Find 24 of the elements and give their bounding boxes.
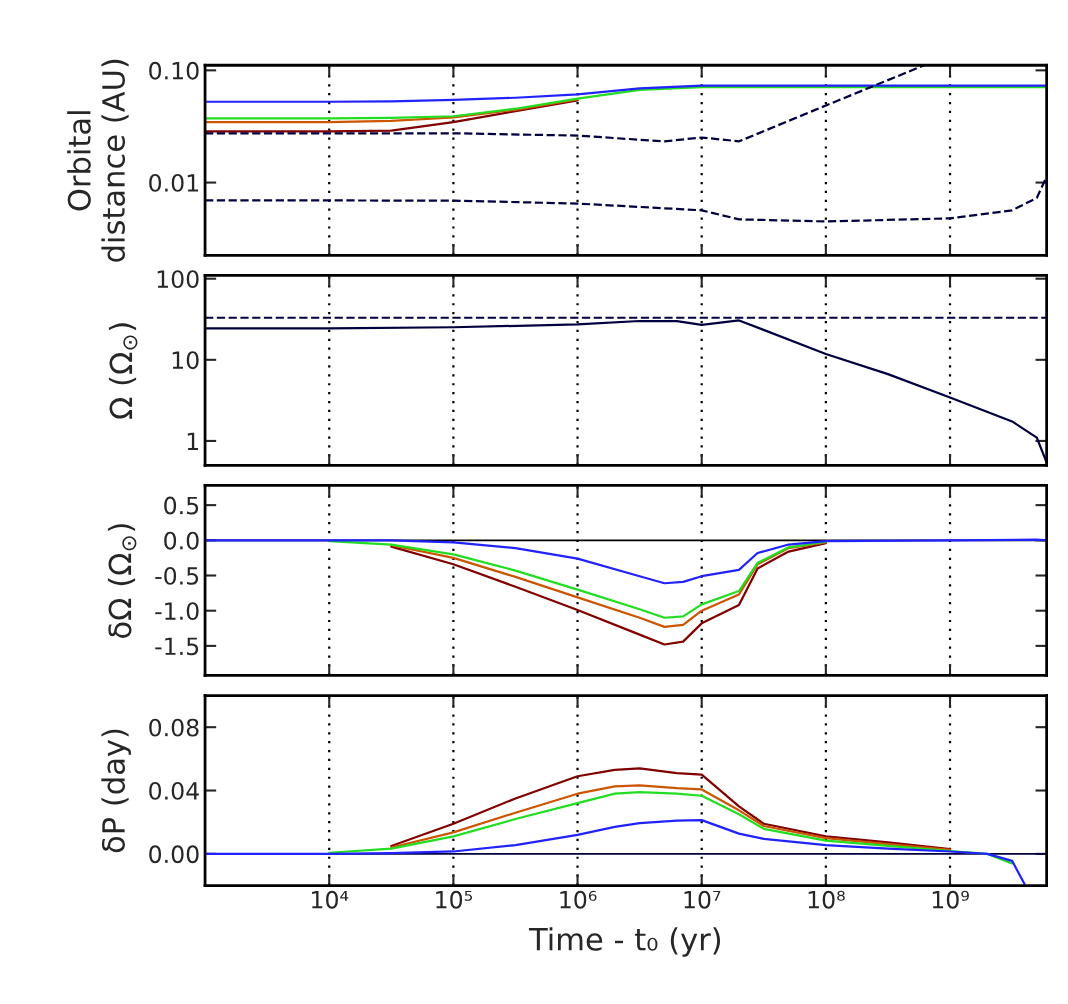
y-tick-label: 0.10 [149,61,199,80]
y-tick-label: 0.5 [164,496,199,515]
y-tick-label: 100 [157,270,199,289]
x-tick-label: 10⁵ [436,890,472,909]
y-tick-label: 0.04 [149,781,199,800]
y-tick-label: -0.5 [155,566,199,585]
y-tick-label: 0.00 [149,845,199,864]
y-tick-label: 1 [187,432,199,450]
y-tick-label: -1.5 [155,637,199,656]
x-tick-label: 10⁹ [932,890,969,909]
y-tick-label: 0.08 [149,718,199,737]
x-axis-title: Time - t₀ (yr) [528,927,721,957]
y-tick-label: 10 [172,351,199,370]
x-tick-label: 10⁴ [312,890,349,909]
x-tick-label: 10⁶ [560,890,597,909]
x-tick-label: 10⁷ [684,890,721,909]
y-axis-title: Orbital distance (AU) [67,59,129,262]
y-tick-label: -1.0 [155,602,199,620]
x-tick-label: 10⁸ [808,890,845,909]
y-axis-title: δΩ (Ω$_{⊙}$) [107,524,137,638]
y-axis-title: δP (day) [101,729,131,853]
y-tick-label: 0.0 [164,531,199,550]
y-tick-label: 0.01 [149,174,199,192]
y-axis-title: Ω (Ω$_{⊙}$) [108,323,138,419]
